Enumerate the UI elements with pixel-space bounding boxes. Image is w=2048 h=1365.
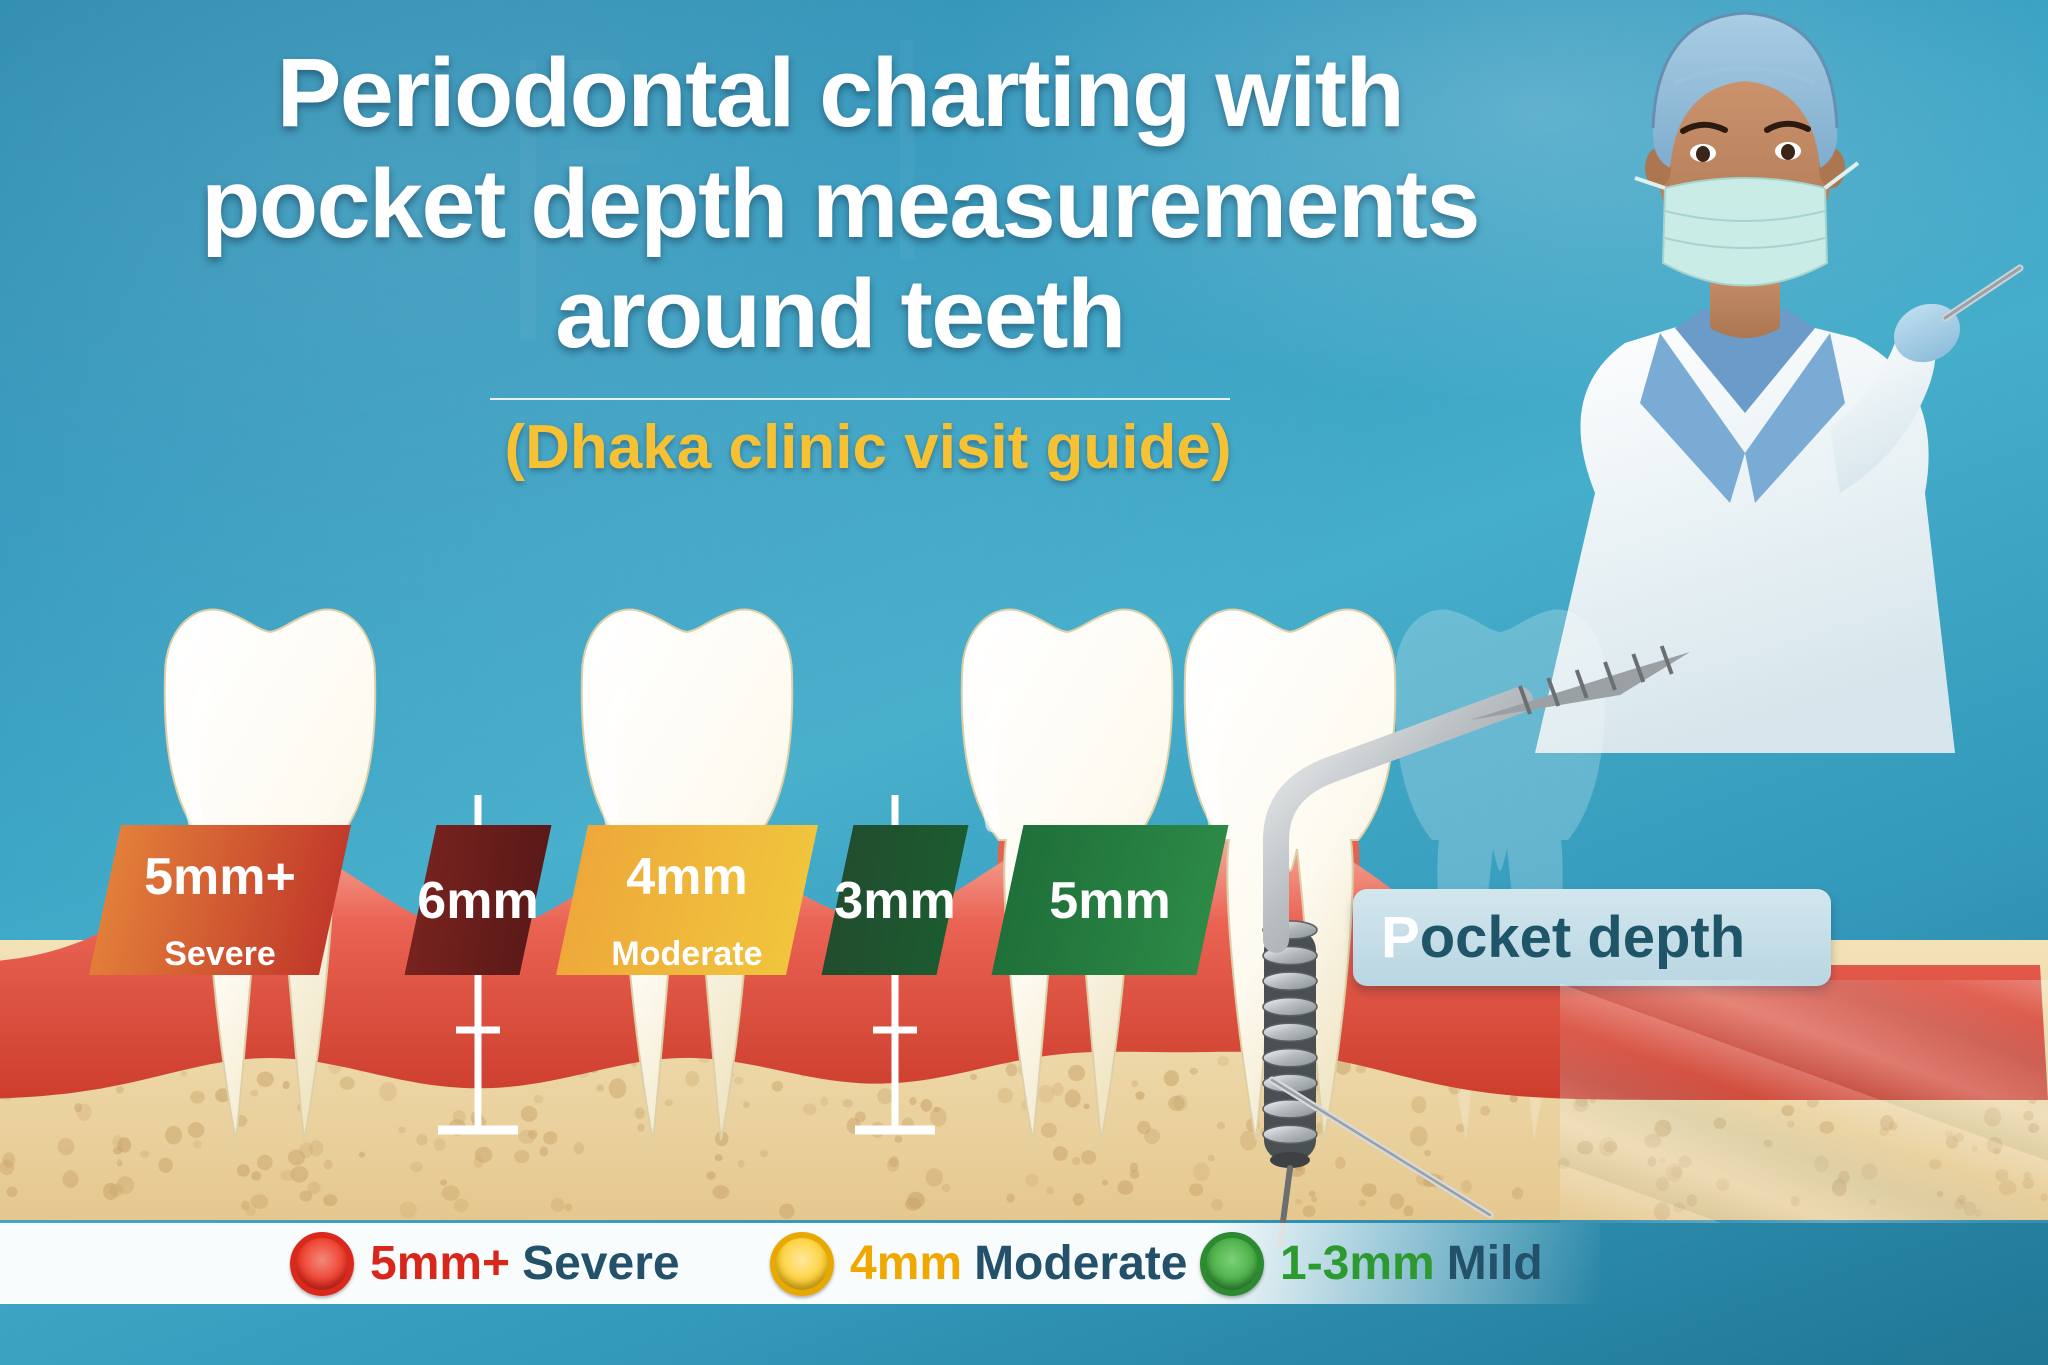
svg-text:6mm: 6mm <box>417 872 538 930</box>
svg-text:5mm: 5mm <box>1049 872 1170 930</box>
svg-text:Severe: Severe <box>164 935 276 973</box>
svg-text:Moderate: Moderate <box>611 935 762 973</box>
svg-text:4mm: 4mm <box>626 848 747 906</box>
svg-text:5mm+: 5mm+ <box>144 848 296 906</box>
svg-text:3mm: 3mm <box>834 872 955 930</box>
